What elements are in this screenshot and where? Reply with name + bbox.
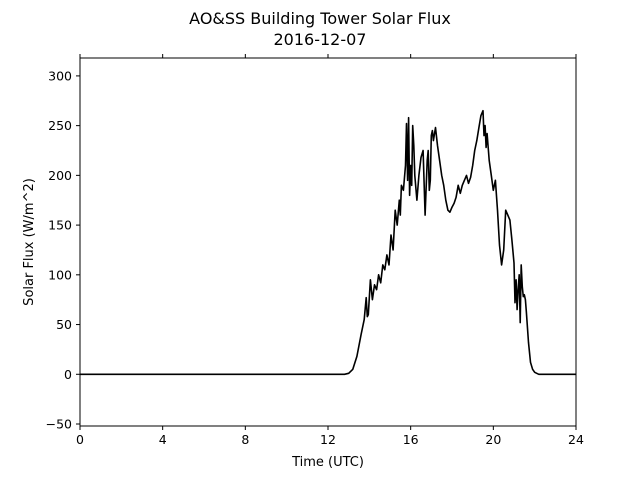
y-tick-label: 250	[48, 118, 72, 133]
x-tick-label: 8	[241, 432, 249, 447]
y-axis-label: Solar Flux (W/m^2)	[22, 178, 37, 306]
axis-ticks: 0 4 8 12 16 20 24 −50 0 50 100 150 200 250 300	[46, 54, 584, 447]
y-tick-label: 300	[48, 68, 72, 83]
chart-subtitle: 2016-12-07	[274, 30, 367, 49]
x-tick-label: 16	[403, 432, 419, 447]
y-tick-label: 150	[48, 218, 72, 233]
y-tick-label: −50	[46, 417, 72, 432]
y-tick-label: 50	[56, 317, 72, 332]
x-axis-label: Time (UTC)	[291, 455, 364, 470]
series-line	[80, 109, 576, 376]
chart-title: AO&SS Building Tower Solar Flux	[189, 9, 451, 28]
y-tick-label: 200	[48, 168, 72, 183]
series-lines	[80, 109, 576, 376]
x-tick-label: 20	[485, 432, 501, 447]
plot-frame	[79, 57, 577, 427]
x-tick-label: 24	[568, 432, 584, 447]
x-tick-label: 4	[159, 432, 167, 447]
x-tick-label: 12	[320, 432, 336, 447]
x-tick-label: 0	[76, 432, 84, 447]
y-tick-label: 0	[64, 367, 72, 382]
y-tick-label: 100	[48, 267, 72, 282]
